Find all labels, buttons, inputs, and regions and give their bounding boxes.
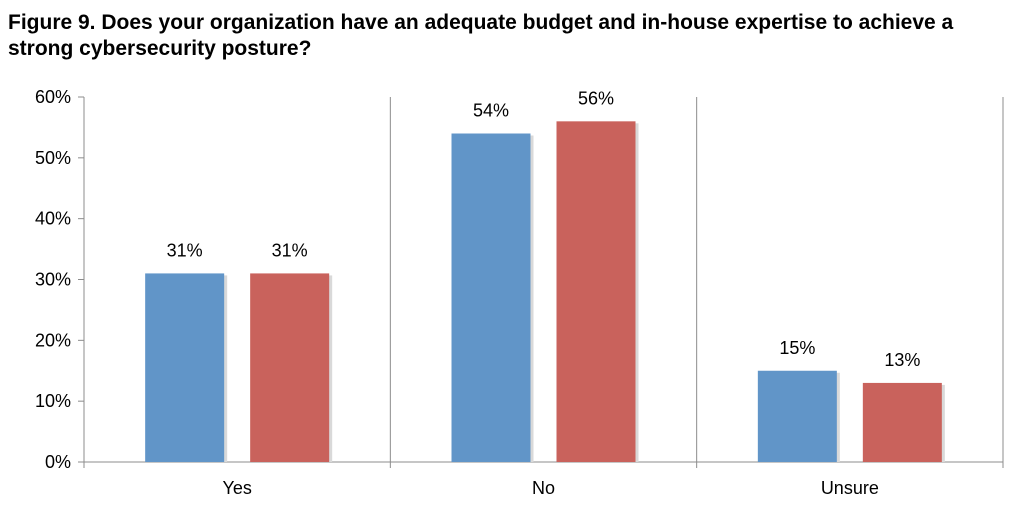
data-label: 54% [473, 101, 509, 121]
y-tick-label: 20% [35, 330, 71, 350]
bar [451, 133, 531, 462]
y-tick-label: 10% [35, 391, 71, 411]
axes: 0% 10% 20% 30% 40% 50% 60% [35, 87, 1004, 472]
bar [250, 273, 330, 462]
bar [145, 273, 225, 462]
y-tick-label: 0% [45, 452, 71, 472]
data-label: 31% [272, 240, 308, 260]
y-tick-label: 30% [35, 270, 71, 290]
labels: Yes No Unsure 31% 54% 15% 31% 56% 13% [167, 88, 921, 498]
y-tick-label: 60% [35, 87, 71, 107]
y-tick-label: 40% [35, 209, 71, 229]
bars [145, 121, 945, 462]
data-label: 31% [167, 240, 203, 260]
data-label: 56% [578, 88, 614, 108]
y-tick-label: 50% [35, 148, 71, 168]
data-label: 13% [884, 350, 920, 370]
chart-title: Figure 9. Does your organization have an… [8, 11, 954, 60]
data-label: 15% [779, 338, 815, 358]
category-label: Unsure [821, 478, 879, 498]
category-label: No [532, 478, 555, 498]
bar [556, 121, 636, 462]
bar [862, 382, 942, 462]
bar [757, 370, 837, 462]
category-label: Yes [222, 478, 251, 498]
